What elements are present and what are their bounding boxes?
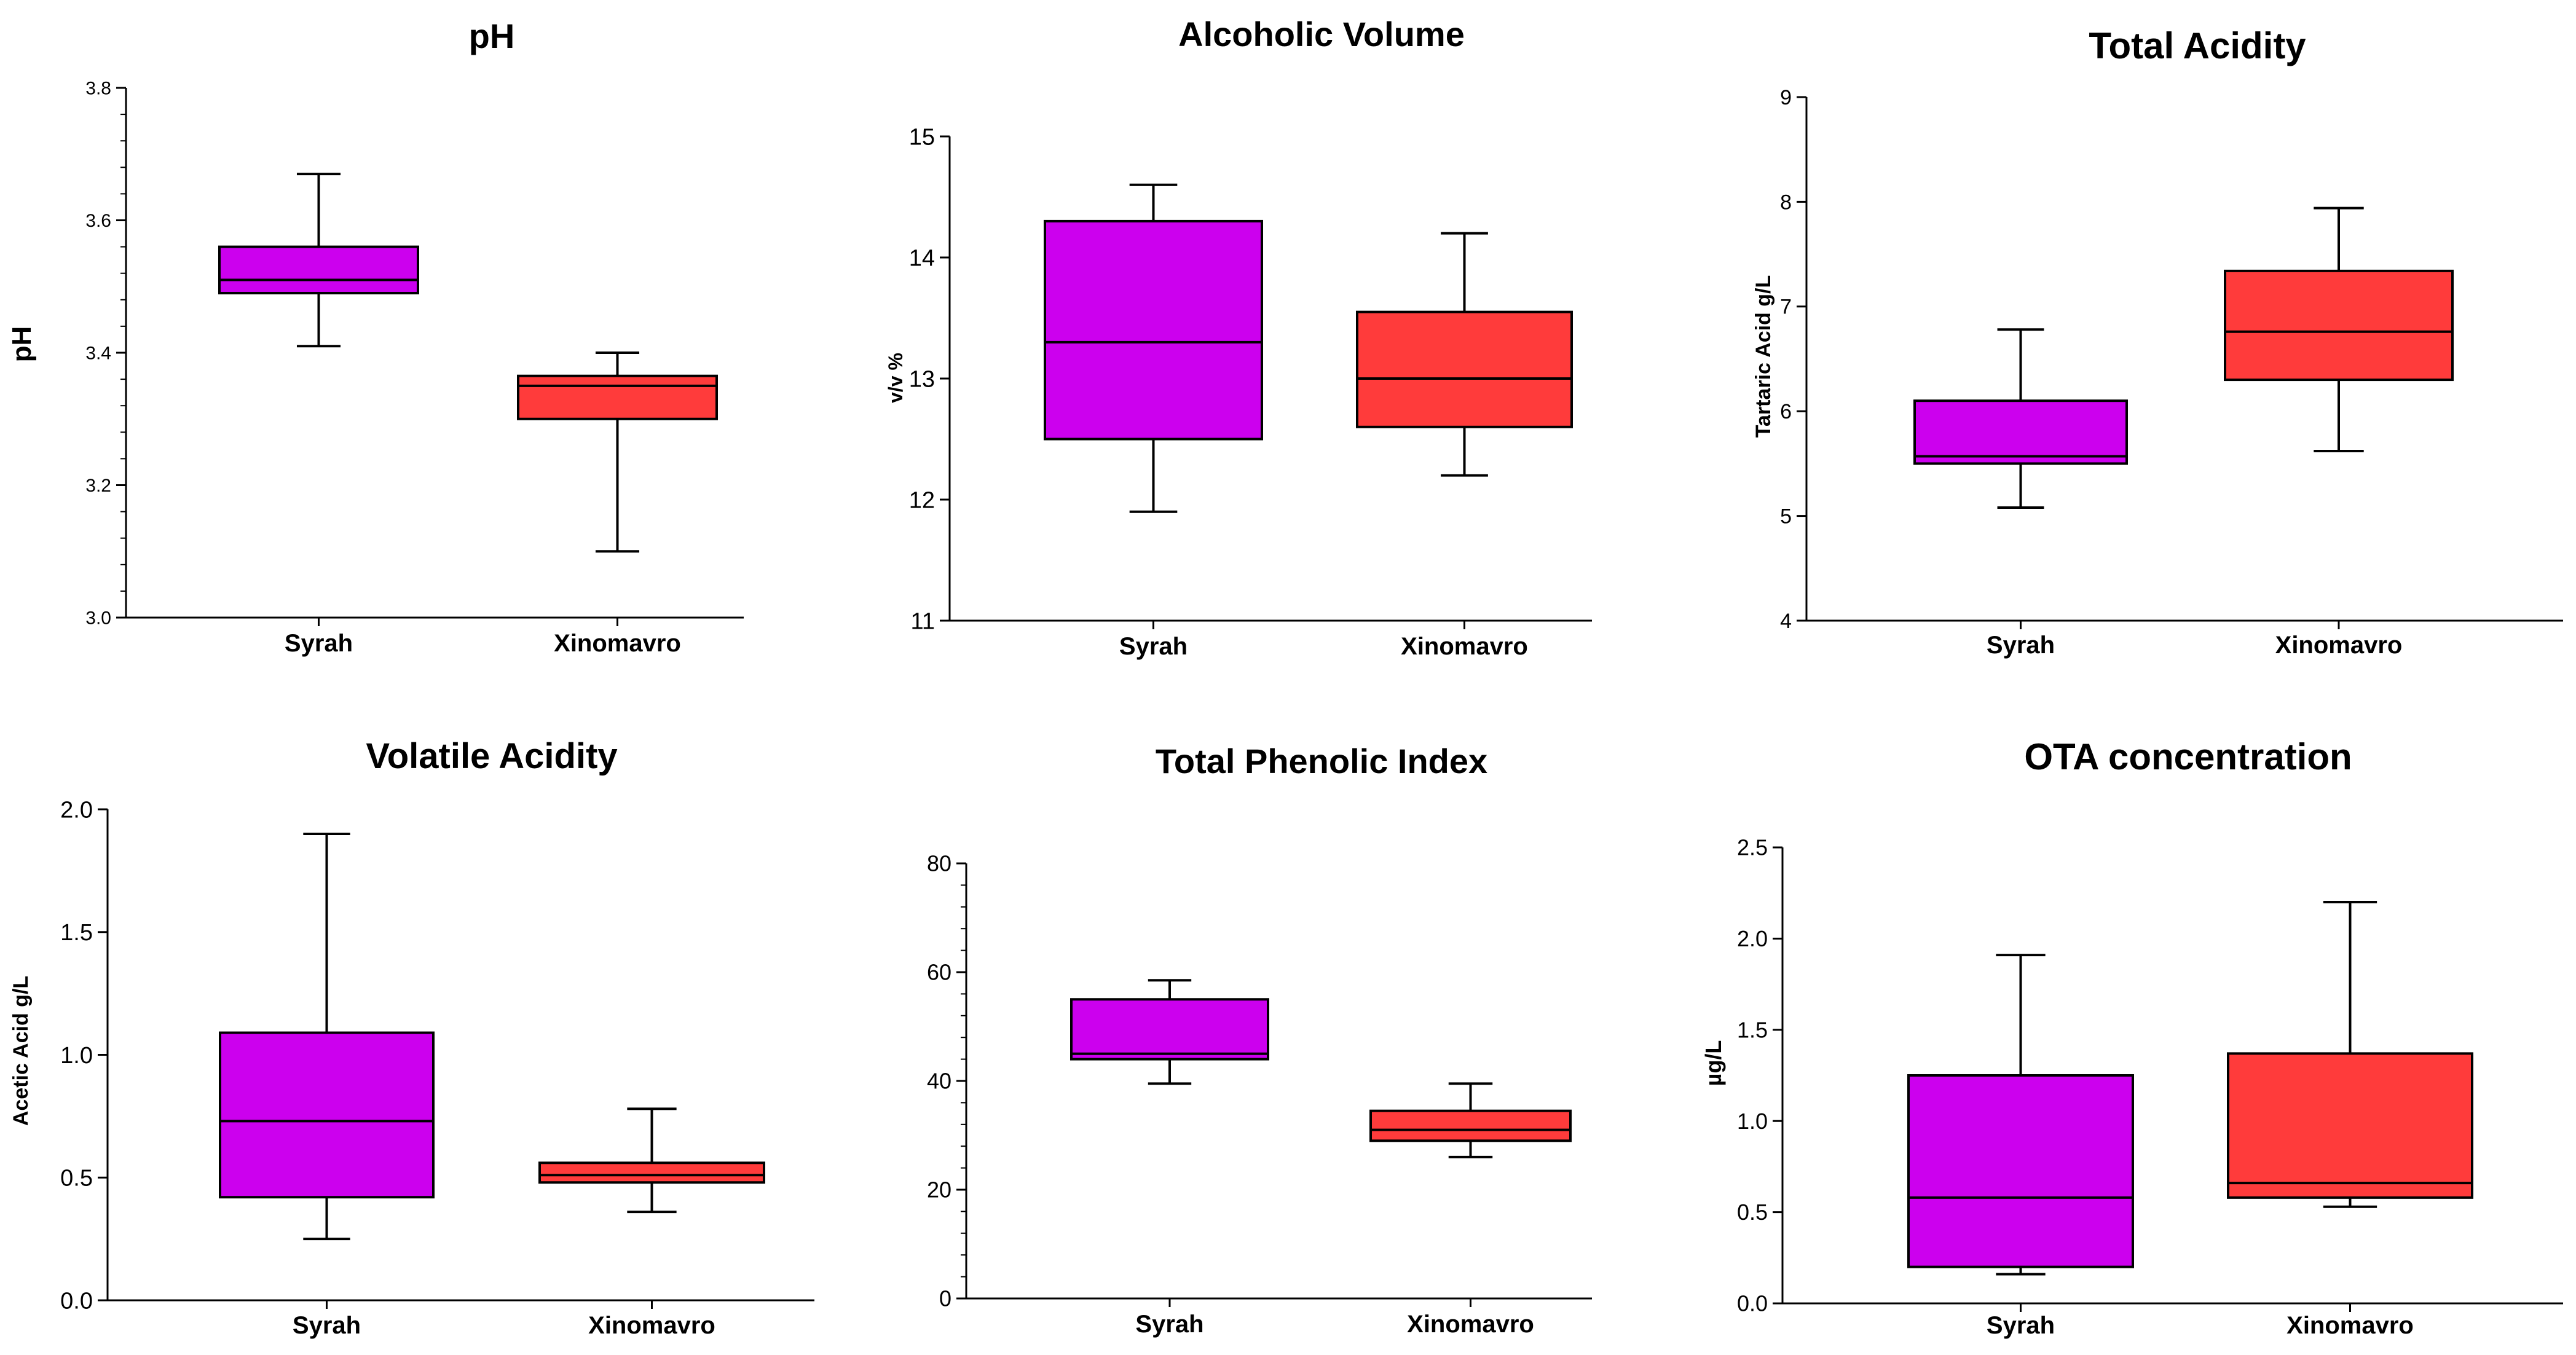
chart-panel: Total Acidity Tartaric Acid g/L 4 5 6 7 8 9 Syra… xyxy=(1752,25,2563,659)
x-category-label: Xinomavro xyxy=(1401,633,1528,660)
y-tick-label: 9 xyxy=(1780,86,1792,109)
box-syrah xyxy=(219,832,435,1241)
x-category-label: Syrah xyxy=(293,1312,361,1339)
y-tick-label: 1.5 xyxy=(60,920,93,946)
y-tick-label: 0.0 xyxy=(1737,1291,1768,1316)
box-syrah xyxy=(1913,328,2128,509)
y-tick-label: 7 xyxy=(1780,296,1792,319)
y-tick-label: 13 xyxy=(909,366,935,392)
iqr-box xyxy=(1907,1074,2134,1268)
y-axis-label: µg/L xyxy=(1701,1040,1726,1086)
chart-panel: Volatile Acidity Acetic Acid g/L 0.0 0.5 1.0… xyxy=(9,736,814,1339)
y-tick-label: 12 xyxy=(909,487,935,513)
x-category-label: Xinomavro xyxy=(2286,1312,2414,1339)
chart-title: Total Acidity xyxy=(2089,25,2306,66)
iqr-box xyxy=(517,374,718,420)
y-tick-label: 3.0 xyxy=(85,608,111,629)
y-tick-label: 3.8 xyxy=(85,79,111,99)
iqr-box xyxy=(538,1161,765,1184)
y-tick-label: 14 xyxy=(909,245,935,271)
box-xinomavro xyxy=(517,352,718,553)
chart-title: Alcoholic Volume xyxy=(1178,15,1465,53)
x-category-label: Syrah xyxy=(1987,1312,2055,1339)
y-tick-label: 3.6 xyxy=(85,211,111,231)
iqr-box xyxy=(218,245,419,295)
box-xinomavro xyxy=(1356,232,1573,477)
box-syrah xyxy=(1907,954,2134,1276)
y-tick-label: 20 xyxy=(927,1177,951,1203)
box-syrah xyxy=(218,173,419,348)
x-category-label: Xinomavro xyxy=(554,630,681,657)
y-tick-label: 1.0 xyxy=(60,1043,93,1069)
y-tick-label: 4 xyxy=(1780,610,1792,633)
iqr-box xyxy=(1070,998,1269,1061)
x-category-label: Syrah xyxy=(1135,1311,1203,1338)
iqr-box xyxy=(2224,269,2454,382)
x-category-label: Syrah xyxy=(285,630,353,657)
y-axis-label: pH xyxy=(7,326,37,363)
chart-panel: OTA concentration µg/L 0.0 0.5 1.0 1.5 2.0 2.5 S… xyxy=(1701,736,2563,1339)
iqr-box xyxy=(1356,310,1573,428)
chart-panel: pH pH 3.0 3.2 3.4 3.6 3.8 Syrah Xinomavro xyxy=(7,17,744,657)
x-category-label: Syrah xyxy=(1987,632,2055,659)
chart-title: OTA concentration xyxy=(2024,736,2352,777)
iqr-box xyxy=(219,1031,435,1199)
y-tick-label: 2.0 xyxy=(60,797,93,823)
y-tick-label: 60 xyxy=(927,960,951,985)
chart-title: pH xyxy=(469,17,515,55)
box-xinomavro xyxy=(538,1107,765,1214)
y-tick-label: 0 xyxy=(939,1286,951,1311)
y-tick-label: 3.2 xyxy=(85,476,111,496)
y-tick-label: 80 xyxy=(927,851,951,876)
x-category-label: Xinomavro xyxy=(2275,632,2403,659)
y-tick-label: 0.5 xyxy=(60,1166,93,1192)
chart-panel: Alcoholic Volume v/v % 11 12 13 14 15 Syrah Xino… xyxy=(884,15,1592,660)
box-syrah xyxy=(1044,183,1263,513)
y-tick-label: 2.0 xyxy=(1737,926,1768,951)
y-tick-label: 40 xyxy=(927,1069,951,1094)
chart-title: Total Phenolic Index xyxy=(1156,742,1487,780)
y-tick-label: 5 xyxy=(1780,505,1792,528)
box-xinomavro xyxy=(1369,1082,1572,1158)
x-category-label: Xinomavro xyxy=(588,1312,715,1339)
y-tick-label: 8 xyxy=(1780,190,1792,214)
iqr-box xyxy=(1913,399,2128,465)
y-axis-label: Acetic Acid g/L xyxy=(9,976,33,1126)
chart-panel: Total Phenolic Index 0 20 40 60 80 Syrah Xinoma… xyxy=(927,742,1592,1338)
y-tick-label: 6 xyxy=(1780,400,1792,423)
iqr-box xyxy=(1044,219,1263,441)
y-tick-label: 1.5 xyxy=(1737,1017,1768,1042)
box-xinomavro xyxy=(2224,206,2454,452)
y-axis-label: v/v % xyxy=(884,353,907,403)
y-tick-label: 3.4 xyxy=(85,344,111,364)
y-axis-label: Tartaric Acid g/L xyxy=(1752,275,1775,438)
iqr-box xyxy=(1369,1109,1572,1142)
iqr-box xyxy=(2227,1052,2473,1199)
y-tick-label: 0.5 xyxy=(1737,1200,1768,1225)
y-tick-label: 11 xyxy=(911,608,935,634)
chart-title: Volatile Acidity xyxy=(366,736,617,776)
y-tick-label: 1.0 xyxy=(1737,1109,1768,1134)
y-tick-label: 2.5 xyxy=(1737,835,1768,860)
x-category-label: Xinomavro xyxy=(1407,1311,1534,1338)
x-category-label: Syrah xyxy=(1119,633,1188,660)
y-tick-label: 15 xyxy=(909,124,935,150)
box-syrah xyxy=(1070,979,1269,1085)
box-xinomavro xyxy=(2227,901,2473,1208)
y-tick-label: 0.0 xyxy=(60,1288,93,1314)
